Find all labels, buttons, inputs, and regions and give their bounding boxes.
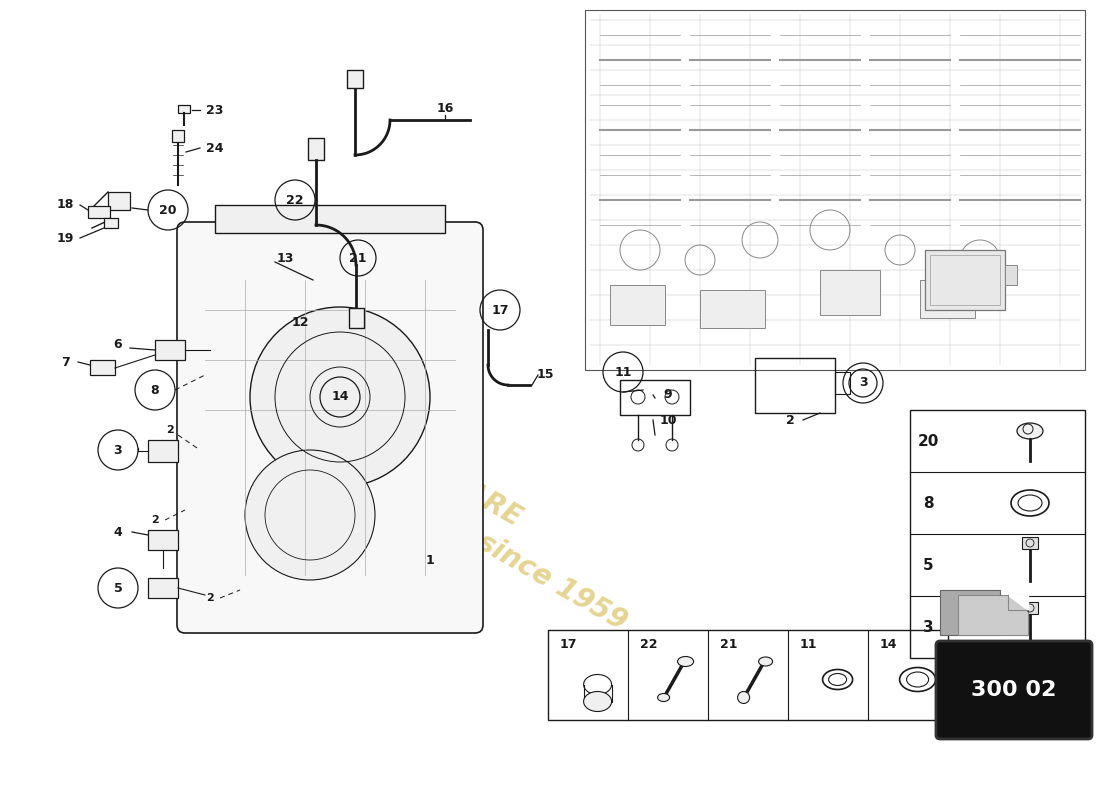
- Text: 14: 14: [880, 638, 898, 650]
- Polygon shape: [1008, 595, 1028, 610]
- Text: 1: 1: [426, 554, 434, 566]
- Text: 23: 23: [207, 103, 223, 117]
- Text: 8: 8: [151, 383, 160, 397]
- Text: 17: 17: [492, 303, 508, 317]
- Ellipse shape: [658, 694, 670, 702]
- Text: 2: 2: [151, 515, 158, 525]
- Text: 5: 5: [113, 582, 122, 594]
- Bar: [88, 206, 110, 218]
- Text: 11: 11: [800, 638, 817, 650]
- Circle shape: [738, 691, 749, 703]
- FancyBboxPatch shape: [936, 641, 1092, 739]
- Bar: [214, 205, 446, 233]
- Bar: [104, 218, 118, 228]
- Text: 3: 3: [923, 619, 933, 634]
- Text: 3: 3: [113, 443, 122, 457]
- Text: 13: 13: [276, 251, 294, 265]
- Bar: [910, 410, 1085, 658]
- Text: 7: 7: [60, 355, 69, 369]
- Text: 24: 24: [207, 142, 223, 154]
- Bar: [155, 340, 185, 360]
- Bar: [610, 285, 665, 325]
- Text: 17: 17: [560, 638, 578, 650]
- Text: 8: 8: [923, 495, 933, 510]
- FancyBboxPatch shape: [177, 222, 483, 633]
- Text: 20: 20: [160, 203, 177, 217]
- Bar: [755, 358, 835, 413]
- Text: 19: 19: [56, 231, 74, 245]
- Text: 300 02: 300 02: [971, 680, 1057, 700]
- Text: 12: 12: [292, 315, 309, 329]
- Text: 14: 14: [331, 390, 349, 403]
- Text: 15: 15: [537, 369, 553, 382]
- Bar: [1022, 602, 1038, 614]
- Text: EUROSPARE
a passion for parts since 1959: EUROSPARE a passion for parts since 1959: [209, 344, 650, 636]
- Bar: [835, 372, 850, 394]
- Circle shape: [245, 450, 375, 580]
- Text: 3: 3: [859, 377, 867, 390]
- Bar: [1022, 537, 1038, 549]
- Text: 6: 6: [113, 338, 122, 351]
- Bar: [349, 308, 364, 328]
- Bar: [548, 630, 948, 720]
- Bar: [1005, 265, 1018, 285]
- Bar: [585, 10, 1085, 370]
- Text: 21: 21: [720, 638, 737, 650]
- Bar: [940, 590, 1000, 635]
- Text: 2: 2: [206, 593, 213, 603]
- Bar: [172, 130, 184, 142]
- Ellipse shape: [1018, 423, 1043, 439]
- Bar: [308, 138, 324, 160]
- Text: 5: 5: [923, 558, 933, 573]
- Ellipse shape: [678, 657, 694, 666]
- Bar: [148, 578, 178, 598]
- Bar: [820, 270, 880, 315]
- Bar: [108, 192, 130, 210]
- Ellipse shape: [584, 691, 612, 711]
- Bar: [700, 290, 764, 328]
- Bar: [925, 250, 1005, 310]
- Bar: [620, 380, 690, 415]
- Text: 2: 2: [166, 425, 174, 435]
- Text: 2: 2: [785, 414, 794, 426]
- Text: 4: 4: [113, 526, 122, 538]
- Bar: [958, 595, 1028, 635]
- Bar: [148, 530, 178, 550]
- Text: 10: 10: [659, 414, 676, 426]
- Bar: [930, 255, 1000, 305]
- Text: 22: 22: [640, 638, 658, 650]
- Bar: [178, 105, 190, 113]
- Text: 9: 9: [663, 389, 672, 402]
- Text: 21: 21: [350, 251, 366, 265]
- Text: 18: 18: [56, 198, 74, 211]
- Bar: [346, 70, 363, 88]
- Text: 11: 11: [614, 366, 631, 378]
- Bar: [90, 360, 116, 375]
- Circle shape: [250, 307, 430, 487]
- Ellipse shape: [759, 657, 772, 666]
- Bar: [148, 440, 178, 462]
- Bar: [920, 280, 975, 318]
- Text: 20: 20: [917, 434, 938, 449]
- Text: 22: 22: [286, 194, 304, 206]
- Text: 16: 16: [437, 102, 453, 114]
